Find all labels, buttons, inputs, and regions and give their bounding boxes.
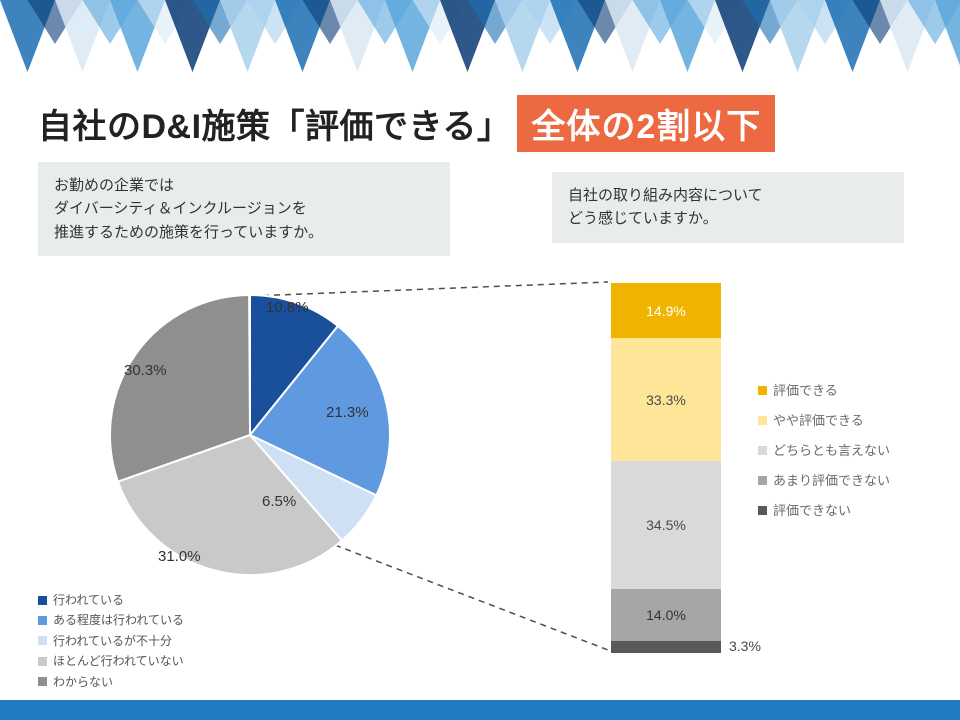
bar-segment-label: 34.5%: [646, 517, 686, 533]
bar-segment-label-outside: 3.3%: [729, 638, 761, 654]
legend-swatch: [758, 506, 767, 515]
pie-slice-label: 10.8%: [266, 299, 309, 316]
pie-legend-item: 行われている: [38, 590, 184, 610]
bar-legend-item: あまり評価できない: [758, 466, 890, 496]
legend-label: あまり評価できない: [773, 466, 890, 496]
pie-slice-label: 6.5%: [262, 493, 296, 510]
bar-legend-item: どちらとも言えない: [758, 436, 890, 466]
legend-label: どちらとも言えない: [773, 436, 890, 466]
legend-swatch: [38, 677, 47, 686]
legend-label: 評価できる: [773, 376, 838, 406]
bar-legend-item: やや評価できる: [758, 406, 890, 436]
legend-label: 行われている: [53, 590, 124, 610]
pie-slice-label: 30.3%: [124, 362, 167, 379]
pie-slice-label: 21.3%: [326, 404, 369, 421]
legend-label: ほとんど行われていない: [53, 651, 184, 671]
bar-segment: 33.3%: [611, 338, 721, 461]
pie-legend-item: わからない: [38, 672, 184, 692]
bar-segment-label: 33.3%: [646, 392, 686, 408]
bar-segment: 14.0%: [611, 589, 721, 641]
bar-segment: [611, 641, 721, 653]
legend-swatch: [38, 657, 47, 666]
legend-swatch: [38, 596, 47, 605]
legend-swatch: [758, 416, 767, 425]
legend-label: わからない: [53, 672, 113, 692]
legend-label: 評価できない: [773, 496, 851, 526]
bar-segment-label: 14.0%: [646, 607, 686, 623]
legend-swatch: [758, 476, 767, 485]
legend-label: やや評価できる: [773, 406, 864, 436]
legend-swatch: [38, 616, 47, 625]
bar-legend-item: 評価できる: [758, 376, 890, 406]
stacked-bar-legend: 評価できる やや評価できる どちらとも言えない あまり評価できない 評価できない: [758, 376, 890, 525]
legend-swatch: [758, 386, 767, 395]
legend-label: ある程度は行われている: [53, 610, 184, 630]
pie-legend: 行われている ある程度は行われている 行われているが不十分 ほとんど行われていな…: [38, 590, 184, 692]
pie-legend-item: 行われているが不十分: [38, 631, 184, 651]
pie-legend-item: ある程度は行われている: [38, 610, 184, 630]
bar-legend-item: 評価できない: [758, 496, 890, 526]
stacked-bar-column: 14.9%33.3%34.5%14.0%3.3%: [610, 282, 722, 654]
bar-segment: 14.9%: [611, 283, 721, 338]
pie-legend-item: ほとんど行われていない: [38, 651, 184, 671]
footer-bar: [0, 700, 960, 720]
pie-slice-label: 31.0%: [158, 548, 201, 565]
legend-label: 行われているが不十分: [53, 631, 172, 651]
bar-segment: 34.5%: [611, 461, 721, 589]
legend-swatch: [38, 636, 47, 645]
legend-swatch: [758, 446, 767, 455]
bar-segment-label: 14.9%: [646, 303, 686, 319]
stacked-bar: 14.9%33.3%34.5%14.0%3.3%: [610, 282, 722, 654]
